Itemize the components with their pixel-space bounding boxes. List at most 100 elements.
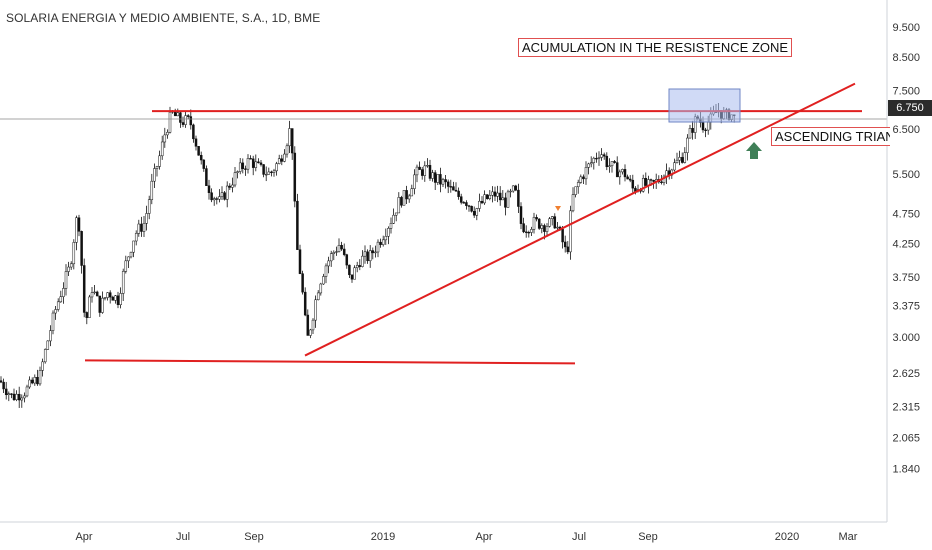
candle <box>613 159 616 164</box>
candle-body <box>98 295 102 313</box>
candle <box>498 186 502 206</box>
candle-body <box>280 158 284 162</box>
candle <box>433 170 437 191</box>
candle <box>582 174 585 185</box>
candle-body <box>160 141 164 157</box>
candle <box>69 261 73 270</box>
candle-body <box>93 291 96 294</box>
candle-body <box>30 379 34 384</box>
candle <box>77 214 81 237</box>
candle-body <box>613 161 616 163</box>
ascending-triangle-label[interactable]: ASCENDING TRIANGLE <box>771 127 890 146</box>
candle <box>311 318 315 334</box>
trend-lines[interactable] <box>84 82 862 365</box>
candle <box>673 158 676 172</box>
candle-body <box>158 155 161 167</box>
candle <box>519 202 523 230</box>
candle <box>584 161 588 185</box>
candle <box>485 194 489 200</box>
candle <box>675 152 679 164</box>
candle-body <box>186 115 190 117</box>
candle-body <box>241 162 245 169</box>
candle-body <box>358 265 362 267</box>
candle-body <box>264 174 268 176</box>
trendline-ascending[interactable] <box>304 82 856 357</box>
candle <box>23 392 26 403</box>
candle <box>207 179 211 200</box>
candle <box>280 154 284 166</box>
candle-body <box>293 152 297 202</box>
candle-body <box>246 158 250 170</box>
candle-body <box>368 250 372 262</box>
candle-body <box>475 208 479 216</box>
candle-body <box>548 218 551 227</box>
y-tick-label: 9.500 <box>892 22 920 34</box>
up-arrow-icon <box>746 142 762 159</box>
candle-body <box>628 178 632 181</box>
candle <box>327 256 330 274</box>
candle-body <box>389 223 393 229</box>
candle <box>10 393 13 399</box>
candle <box>33 374 37 386</box>
candle <box>30 377 34 385</box>
price-axis[interactable]: 9.500 8.500 7.500 6.500 5.500 4.750 4.250 3.750… <box>892 22 920 475</box>
plot-area[interactable] <box>0 103 736 408</box>
candle <box>340 241 343 251</box>
candle <box>267 167 271 175</box>
candle <box>137 219 141 237</box>
candle-body <box>498 192 502 201</box>
candle <box>46 340 50 350</box>
candle-body <box>470 205 473 212</box>
candle-body <box>210 192 213 201</box>
accumulation-zone-box[interactable] <box>668 88 741 123</box>
candle-body <box>233 172 237 186</box>
candle-body <box>519 206 523 224</box>
candle-body <box>215 198 219 200</box>
candle <box>641 174 645 193</box>
candle-body <box>223 192 226 200</box>
candle <box>376 239 380 258</box>
trendline-support[interactable] <box>84 359 576 365</box>
candle-body <box>168 111 172 133</box>
candle <box>36 369 39 386</box>
candle <box>472 206 476 218</box>
candle <box>192 123 195 143</box>
candle-body <box>103 297 107 299</box>
candle <box>514 184 518 192</box>
candle <box>244 165 247 176</box>
time-axis[interactable]: Apr Jul Sep 2019 Apr Jul Sep 2020 Mar <box>75 531 857 543</box>
candle-body <box>376 241 380 253</box>
candle-body <box>85 312 89 318</box>
candle <box>530 226 533 236</box>
candle-body <box>301 273 304 293</box>
candle-body <box>556 226 559 229</box>
candle <box>220 186 224 200</box>
candle-body <box>350 274 354 280</box>
candle <box>121 268 125 302</box>
candle <box>680 152 684 164</box>
candle-body <box>51 312 55 331</box>
y-tick-label: 4.250 <box>892 238 920 250</box>
candle-body <box>207 185 211 193</box>
candle-body <box>561 229 564 243</box>
candle <box>290 128 294 160</box>
candle-body <box>410 188 414 197</box>
candle <box>483 190 486 205</box>
candle-body <box>272 170 276 173</box>
candle <box>420 166 424 180</box>
resistance-zone-label[interactable]: ACUMULATION IN THE RESISTENCE ZONE <box>518 38 793 57</box>
candle-body <box>688 128 692 139</box>
candle <box>75 215 78 251</box>
candle <box>688 124 692 139</box>
candle <box>142 216 146 238</box>
candle <box>465 200 468 210</box>
candle <box>389 217 393 234</box>
candle <box>259 160 263 167</box>
candle <box>439 167 442 193</box>
candle-body <box>155 166 159 169</box>
candle <box>535 214 538 222</box>
candle <box>628 175 632 183</box>
candle-body <box>592 157 596 163</box>
candle-body <box>306 314 310 336</box>
